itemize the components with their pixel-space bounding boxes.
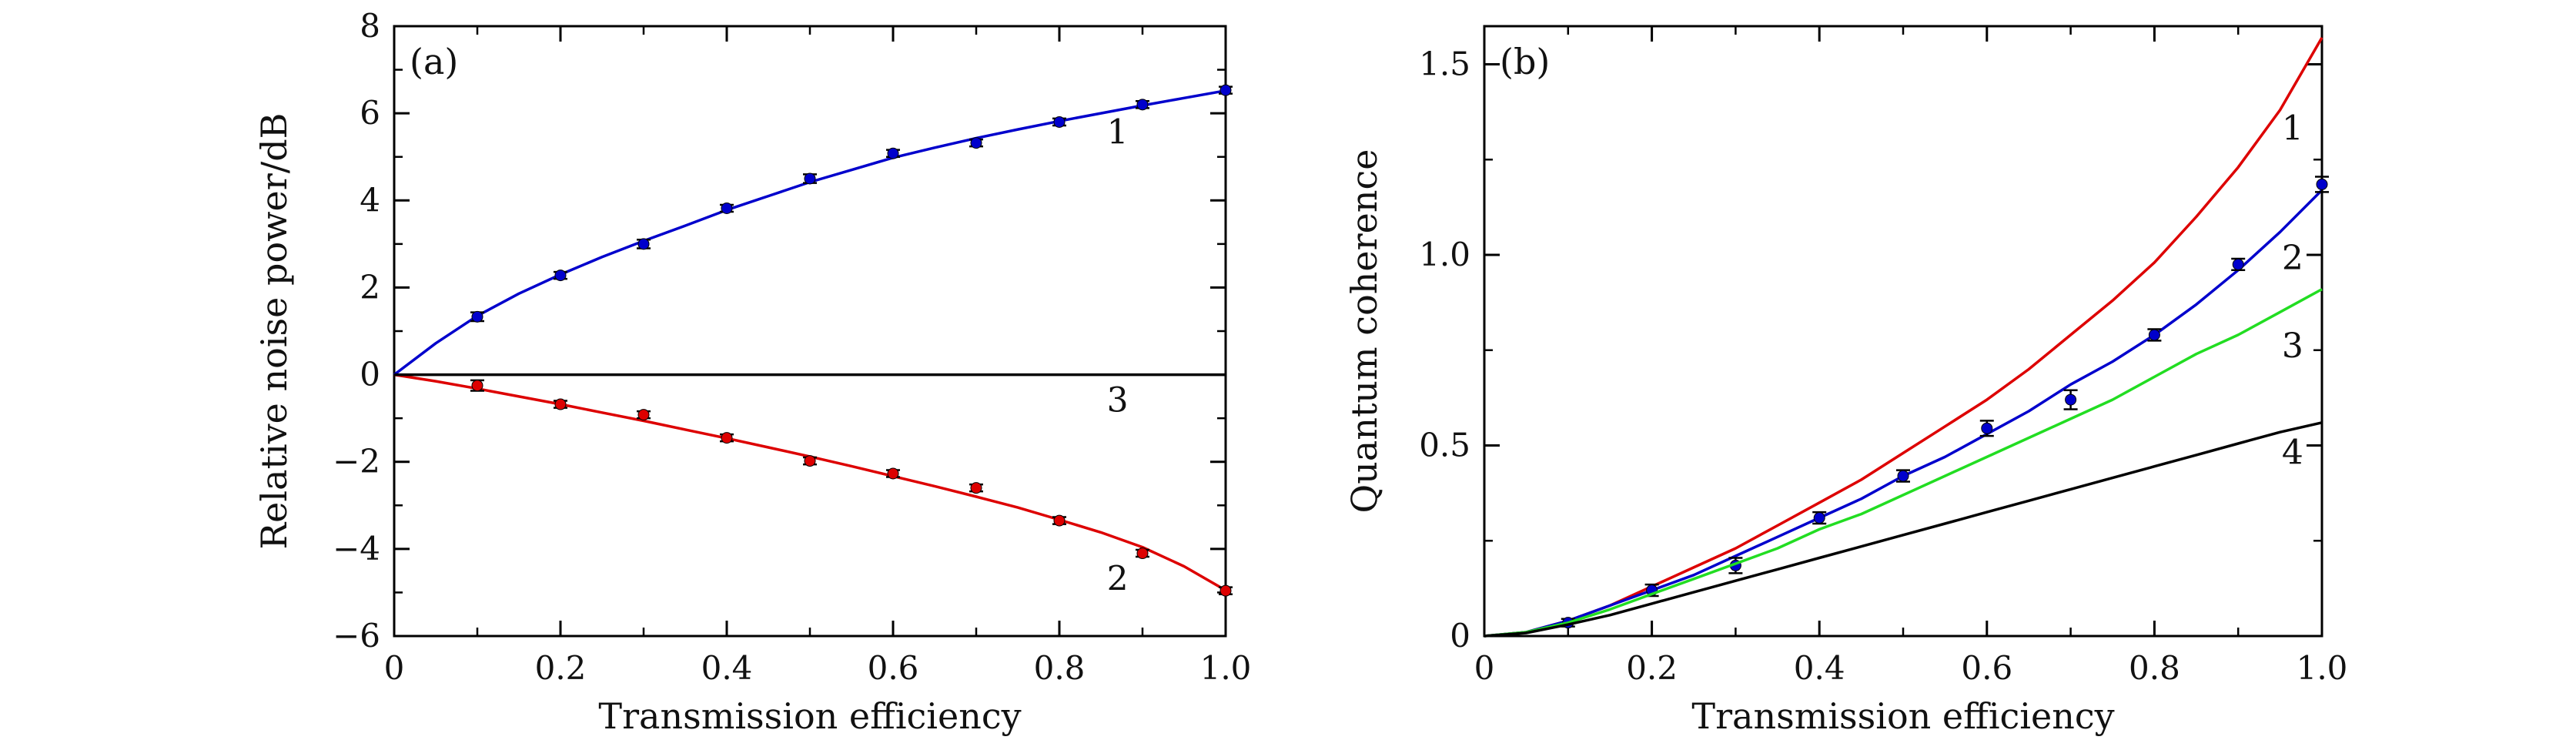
y-tick-label: 0.5 xyxy=(1419,427,1470,464)
data-point xyxy=(471,380,483,392)
data-point xyxy=(1053,116,1066,128)
curve-label: 4 xyxy=(2282,433,2303,472)
data-point xyxy=(970,482,982,494)
data-point xyxy=(1219,584,1232,597)
data-point xyxy=(1981,422,1993,434)
panel-letter: (a) xyxy=(410,41,458,82)
panel-letter: (b) xyxy=(1500,41,1550,82)
series-line xyxy=(1484,189,2323,638)
series-1: 1 xyxy=(393,84,1233,376)
curve-label: 2 xyxy=(1107,559,1129,598)
y-tick-label: 1.0 xyxy=(1419,236,1470,273)
x-tick-label: 0.2 xyxy=(1626,649,1678,687)
x-tick-label: 0.4 xyxy=(701,649,753,687)
y-tick-label: 0 xyxy=(1450,617,1470,655)
data-point xyxy=(554,270,567,282)
x-tick-label: 1.0 xyxy=(1200,649,1252,687)
panel-a: 0 0.2 0.4 0.6 0.8 1.0 −6 −4 −2 0 2 4 6 8 Transmission … xyxy=(253,7,1251,737)
curve-label: 1 xyxy=(1107,113,1129,152)
plot-frame xyxy=(1483,25,2323,638)
y-tick-label: 6 xyxy=(360,94,380,132)
curve-label: 2 xyxy=(2282,239,2303,278)
data-point xyxy=(2316,178,2328,190)
series-line xyxy=(1484,37,2323,638)
series-3: 3 xyxy=(1484,288,2323,638)
data-point xyxy=(887,467,899,480)
data-point xyxy=(2148,329,2160,341)
data-point xyxy=(637,409,650,421)
data-point xyxy=(721,202,733,214)
x-tick-label: 0.2 xyxy=(535,649,587,687)
data-point xyxy=(970,137,982,149)
series-line xyxy=(1484,421,2323,638)
x-tick-label: 0 xyxy=(384,649,405,687)
y-tick-label: 8 xyxy=(360,7,380,45)
series-line xyxy=(393,89,1226,376)
y-tick-label: 4 xyxy=(360,181,380,219)
data-point xyxy=(1136,547,1149,560)
x-tick-label: 0.4 xyxy=(1794,649,1845,687)
data-point xyxy=(471,310,483,323)
data-point xyxy=(1053,514,1066,527)
y-tick-label: 1.5 xyxy=(1419,45,1470,83)
series-3: 3 xyxy=(394,373,1226,420)
series-2: 2 xyxy=(393,373,1233,598)
y-tick-label: −4 xyxy=(333,530,380,568)
data-point xyxy=(1136,99,1149,111)
y-tick-label: −2 xyxy=(333,443,380,480)
x-tick-label: 0.8 xyxy=(1034,649,1086,687)
x-axis-title: Transmission efficiency xyxy=(598,695,1021,737)
data-point xyxy=(1813,512,1825,524)
series-line xyxy=(393,373,1226,592)
data-point xyxy=(1897,470,1909,482)
data-point xyxy=(887,147,899,159)
x-tick-label: 0.8 xyxy=(2129,649,2180,687)
data-point xyxy=(2065,393,2077,406)
x-tick-label: 0.6 xyxy=(868,649,919,687)
x-tick-label: 0.6 xyxy=(1961,649,2012,687)
series-line xyxy=(1484,288,2323,638)
y-axis-title: Quantum coherence xyxy=(1343,149,1385,514)
x-tick-label: 1.0 xyxy=(2297,649,2348,687)
curve-label: 1 xyxy=(2282,109,2303,149)
data-point xyxy=(2232,258,2244,270)
y-tick-label: 2 xyxy=(360,268,380,306)
panel-b: 0 0.2 0.4 0.6 0.8 1.0 0 0.5 1.0 1.5 Transmission e… xyxy=(1343,25,2348,737)
data-point xyxy=(804,172,816,185)
y-tick-label: −6 xyxy=(333,617,380,655)
series-4: 4 xyxy=(1484,421,2323,638)
y-axis-title: Relative noise power/dB xyxy=(253,113,295,550)
data-point xyxy=(721,432,733,444)
x-axis-title: Transmission efficiency xyxy=(1691,695,2114,737)
series-1: 1 xyxy=(1484,37,2323,638)
curve-label: 3 xyxy=(2282,326,2303,366)
plot-frame xyxy=(393,25,1227,638)
y-tick-label: 0 xyxy=(360,356,380,393)
data-point xyxy=(554,398,567,410)
data-point xyxy=(1219,84,1232,96)
data-point xyxy=(637,238,650,250)
series-2: 2 xyxy=(1484,176,2329,638)
data-point xyxy=(804,455,816,467)
curve-label: 3 xyxy=(1107,381,1129,420)
x-tick-label: 0 xyxy=(1474,649,1495,687)
